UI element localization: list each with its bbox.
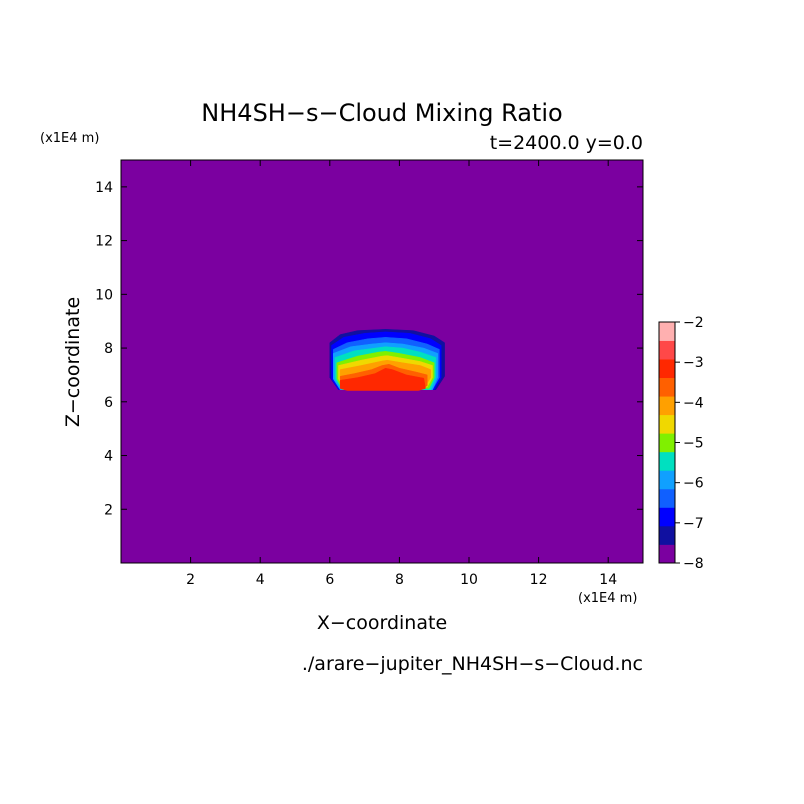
x-unit-label: (x1E4 m) [578, 591, 637, 606]
source-footer: ./arare−jupiter_NH4SH−s−Cloud.nc [302, 653, 643, 675]
x-tick-label: 10 [460, 572, 478, 588]
colorbar-tick-label: −2 [683, 315, 704, 331]
contour-band-10 [339, 367, 426, 391]
x-tick-label: 4 [256, 572, 265, 588]
y-unit-label: (x1E4 m) [40, 131, 99, 146]
colorbar-swatch [659, 340, 675, 360]
x-tick-label: 12 [530, 572, 548, 588]
colorbar-swatch [659, 507, 675, 527]
y-tick-label: 14 [95, 180, 113, 196]
colorbar-swatch [659, 525, 675, 545]
colorbar-swatch [659, 396, 675, 416]
y-tick-label: 8 [104, 341, 113, 357]
x-tick-label: 8 [395, 572, 404, 588]
x-axis-label: X−coordinate [317, 612, 447, 634]
colorbar-swatch [659, 488, 675, 508]
colorbar-swatch [659, 433, 675, 453]
colorbar-swatch [659, 414, 675, 434]
colorbar-tick-label: −6 [683, 476, 704, 492]
plot-area: 2 4 6 8 10 12 14 2 4 6 8 10 12 14 [95, 159, 644, 588]
y-axis-label: Z−coordinate [62, 297, 84, 427]
y-tick-label: 10 [95, 287, 113, 303]
colorbar-swatch [659, 322, 675, 341]
colorbar-swatch [659, 359, 675, 379]
plot-frame [120, 159, 644, 564]
colorbar-tick-label: −3 [683, 355, 704, 371]
colorbar-tick-label: −8 [683, 556, 704, 572]
y-tick-label: 2 [104, 502, 113, 518]
y-tick-label: 12 [95, 234, 113, 250]
chart-title: NH4SH−s−Cloud Mixing Ratio [201, 99, 562, 127]
colorbar-swatch [659, 377, 675, 397]
colorbar: −2 −3 −4 −5 −6 −7 −8 [658, 315, 704, 572]
colorbar-swatch [659, 451, 675, 471]
y-tick-label: 4 [104, 449, 113, 465]
x-tick-label: 2 [186, 572, 195, 588]
chart-subtitle: t=2400.0 y=0.0 [490, 132, 643, 154]
colorbar-tick-label: −4 [683, 395, 704, 411]
colorbar-tick-label: −5 [683, 436, 704, 452]
x-tick-label: 6 [325, 572, 334, 588]
colorbar-tick-label: −7 [683, 516, 704, 532]
colorbar-swatch [659, 470, 675, 490]
y-tick-label: 6 [104, 395, 113, 411]
x-tick-label: 14 [599, 572, 617, 588]
colorbar-swatch [659, 544, 675, 564]
